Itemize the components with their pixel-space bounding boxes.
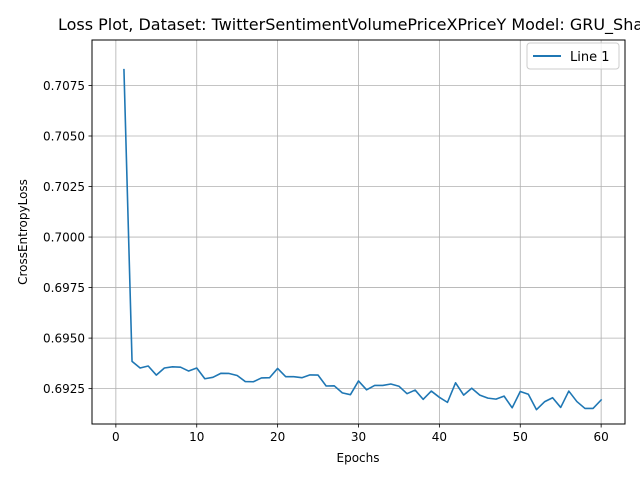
x-tick-label: 30 (351, 430, 366, 444)
x-axis-label: Epochs (337, 451, 380, 465)
y-axis-ticks: 0.6925 0.6950 0.6975 0.7000 0.7025 0.7050 0.70… (43, 79, 92, 396)
x-tick-label: 10 (189, 430, 204, 444)
y-tick-label: 0.6925 (43, 382, 85, 396)
x-tick-label: 60 (593, 430, 608, 444)
legend-box (526, 42, 620, 70)
x-tick-label: 20 (270, 430, 285, 444)
y-tick-label: 0.7050 (43, 130, 85, 144)
y-tick-label: 0.7025 (43, 180, 85, 194)
y-tick-label: 0.6950 (43, 332, 85, 346)
legend: Line 1 (526, 42, 620, 70)
chart-title: Loss Plot, Dataset: TwitterSentimentVolu… (58, 15, 640, 35)
series-layer (123, 68, 603, 411)
x-tick-label: 40 (432, 430, 447, 444)
y-tick-label: 0.6975 (43, 281, 85, 295)
x-tick-label: 50 (513, 430, 528, 444)
y-axis-label: CrossEntropyLoss (16, 179, 30, 285)
y-tick-label: 0.7075 (43, 79, 85, 93)
x-tick-label: 0 (112, 430, 120, 444)
grid (92, 40, 625, 424)
y-tick-label: 0.7000 (43, 231, 85, 245)
series-line (123, 68, 603, 411)
legend-label: Line 1 (570, 50, 610, 65)
x-axis-ticks: 0 10 20 30 40 50 60 (112, 424, 609, 444)
